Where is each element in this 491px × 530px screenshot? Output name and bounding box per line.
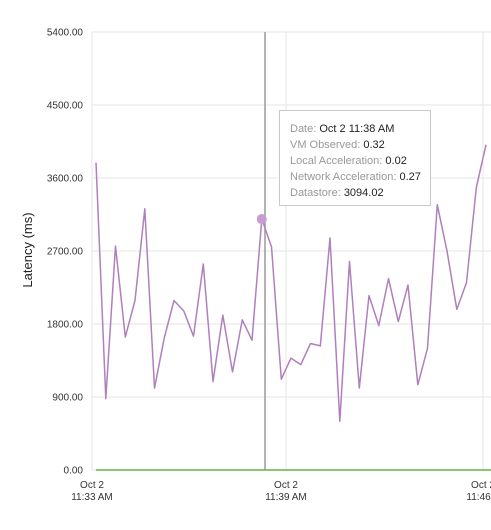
- y-tick-label: 4500.00: [47, 101, 84, 112]
- tooltip-network-label: Network Acceleration:: [290, 171, 397, 183]
- tooltip-date-value: Oct 2 11:38 AM: [319, 123, 395, 135]
- tooltip-datastore-value: 3094.02: [343, 187, 384, 199]
- tooltip-date-label: Date:: [290, 123, 317, 135]
- y-axis-ticks: 0.00 900.00 1800.00 2700.00 3600.00 4500.00 54…: [47, 28, 84, 477]
- x-tick-label-time: 11:39 AM: [265, 492, 307, 503]
- tooltip-vm-label: VM Observed:: [290, 139, 361, 151]
- x-tick-label-time: 11:33 AM: [71, 492, 113, 503]
- tooltip-network-value: 0.27: [399, 171, 421, 183]
- series-line-datastore: [95, 144, 487, 423]
- tooltip-local-value: 0.02: [385, 155, 407, 167]
- point-layer[interactable]: [256, 214, 267, 225]
- y-tick-label: 0.00: [64, 466, 84, 477]
- y-axis-label: Latency (ms): [20, 212, 35, 287]
- y-tick-label: 1800.00: [47, 320, 84, 331]
- data-tooltip: Date: Oct 2 11:38 AM VM Observed: 0.32 L…: [279, 110, 431, 206]
- highlighted-point[interactable]: [256, 214, 267, 225]
- y-tick-label: 3600.00: [47, 174, 84, 185]
- y-tick-label: 5400.00: [47, 28, 84, 39]
- tooltip-local-row: Local Acceleration: 0.02: [290, 153, 430, 169]
- x-tick-label-date: Oct 2: [80, 480, 104, 491]
- tooltip-vm-row: VM Observed: 0.32: [290, 137, 430, 153]
- grid: [91, 31, 491, 471]
- x-tick-label-time: 11:46 A: [466, 492, 491, 503]
- y-tick-label: 900.00: [52, 393, 83, 404]
- tooltip-local-label: Local Acceleration:: [290, 155, 383, 167]
- x-tick-label-date: Oct 2: [471, 480, 491, 491]
- tooltip-datastore-row: Datastore: 3094.02: [290, 185, 430, 201]
- tooltip-network-row: Network Acceleration: 0.27: [290, 169, 430, 185]
- series-layer: [95, 144, 491, 471]
- tooltip-vm-value: 0.32: [363, 139, 385, 151]
- tooltip-date-row: Date: Oct 2 11:38 AM: [290, 121, 430, 137]
- y-tick-label: 2700.00: [47, 247, 84, 258]
- x-tick-label-date: Oct 2: [274, 480, 298, 491]
- tooltip-datastore-label: Datastore:: [290, 187, 341, 199]
